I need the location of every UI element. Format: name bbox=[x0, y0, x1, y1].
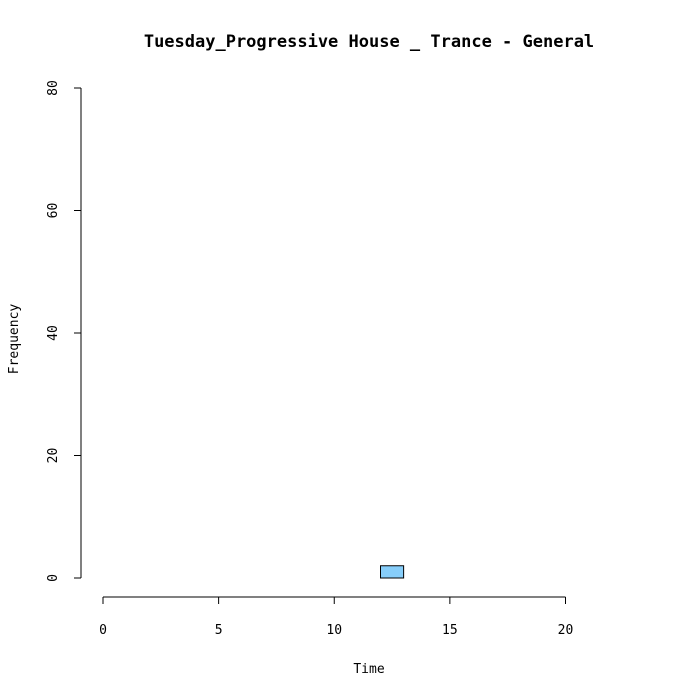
y-tick-label: 20 bbox=[46, 448, 61, 464]
x-tick-label: 5 bbox=[215, 623, 223, 638]
x-axis: 0 5 10 15 20 bbox=[99, 596, 574, 638]
chart-title: Tuesday_Progressive House _ Trance - Gen… bbox=[144, 32, 594, 52]
histogram-bars bbox=[380, 565, 405, 579]
x-tick-label: 15 bbox=[442, 623, 458, 638]
y-tick-label: 0 bbox=[46, 574, 61, 582]
y-axis-label: Frequency bbox=[7, 304, 22, 375]
x-tick-label: 10 bbox=[326, 623, 342, 638]
histogram-bar bbox=[380, 565, 405, 579]
y-tick-label: 60 bbox=[46, 203, 61, 219]
x-tick-label: 20 bbox=[558, 623, 574, 638]
x-tick-label: 0 bbox=[99, 623, 107, 638]
y-tick-label: 80 bbox=[46, 80, 61, 96]
x-axis-label: Time bbox=[353, 662, 384, 677]
y-tick-label: 40 bbox=[46, 325, 61, 341]
y-axis: 0 20 40 60 80 bbox=[46, 80, 82, 582]
